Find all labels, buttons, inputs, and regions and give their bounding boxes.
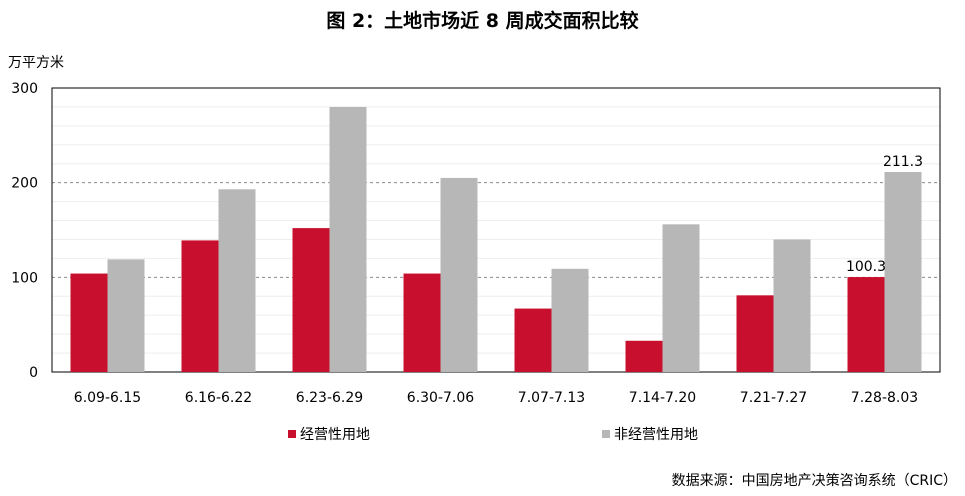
legend-swatch-series-1 [288, 430, 296, 438]
bar-series-2 [884, 171, 922, 372]
bar-series-2 [440, 177, 478, 372]
bar-series-1 [514, 308, 552, 372]
bar-series-2 [218, 189, 256, 372]
x-tick-label: 6.23-6.29 [296, 390, 363, 406]
bar-series-1 [403, 273, 441, 372]
bar-series-2 [773, 239, 811, 372]
data-source-note: 数据来源：中国房地产决策咨询系统（CRIC） [671, 473, 957, 489]
y-axis-unit-label: 万平方米 [8, 55, 64, 71]
x-tick-label: 7.21-7.27 [740, 390, 807, 406]
bar-series-2 [329, 106, 367, 372]
chart-title: 图 2：土地市场近 8 周成交面积比较 [326, 10, 639, 32]
x-tick-label: 7.28-8.03 [851, 390, 918, 406]
bar-series-2 [551, 268, 589, 372]
bar-series-2 [107, 259, 145, 372]
bar-series-2 [662, 224, 700, 372]
x-tick-label: 6.30-7.06 [407, 390, 474, 406]
legend-swatch-series-2 [602, 430, 610, 438]
x-tick-label: 7.07-7.13 [518, 390, 585, 406]
y-tick-label: 0 [29, 365, 38, 381]
legend-item-series-2: 非经营性用地 [602, 424, 698, 444]
x-tick-label: 6.09-6.15 [74, 390, 141, 406]
legend-label-series-2: 非经营性用地 [614, 427, 698, 443]
y-tick-label: 200 [11, 176, 38, 192]
bar-series-1 [70, 273, 108, 372]
legend-label-series-1: 经营性用地 [300, 427, 370, 443]
bar-series-1 [736, 295, 774, 372]
y-tick-label: 100 [11, 270, 38, 286]
data-label: 211.3 [883, 154, 923, 170]
bar-series-1 [292, 228, 330, 372]
data-label: 100.3 [846, 259, 886, 275]
bar-series-1 [625, 340, 663, 372]
bar-series-1 [847, 277, 885, 372]
x-tick-label: 6.16-6.22 [185, 390, 252, 406]
plot-area-border [51, 87, 941, 373]
x-tick-label: 7.14-7.20 [629, 390, 696, 406]
legend-item-series-1: 经营性用地 [288, 424, 370, 444]
y-tick-label: 300 [11, 81, 38, 97]
bar-series-1 [181, 240, 219, 372]
